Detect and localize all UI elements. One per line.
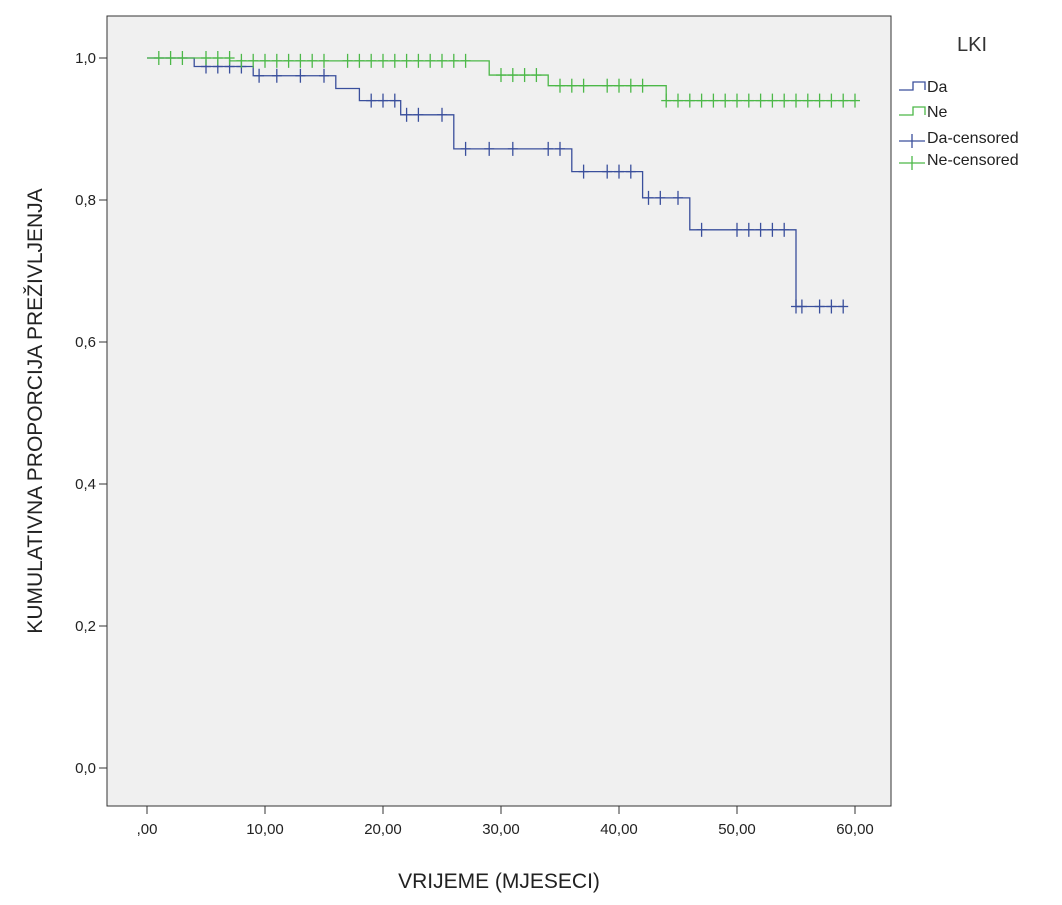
x-tick-label: 20,00 (364, 821, 402, 838)
legend-item-ne-censored: Ne-censored (899, 152, 1019, 170)
y-tick-label: 1,0 (75, 50, 96, 67)
x-tick-label: 60,00 (836, 821, 874, 838)
legend: LKI Da Ne Da-censored Ne-censored (899, 34, 1019, 170)
legend-item-da-censored: Da-censored (899, 130, 1019, 148)
x-tick-label: 10,00 (246, 821, 284, 838)
legend-title: LKI (957, 34, 987, 56)
legend-item-ne: Ne (899, 104, 948, 121)
legend-label-da: Da (927, 79, 948, 96)
censor-marks-layer (153, 51, 860, 314)
y-tick-label: 0,8 (75, 192, 96, 209)
legend-item-da: Da (899, 79, 948, 96)
x-tick-label: 40,00 (600, 821, 638, 838)
legend-swatch-ne (899, 106, 926, 116)
y-tick-label: 0,2 (75, 618, 96, 635)
series-line-da (147, 57, 844, 308)
x-axis: ,00 10,00 20,00 30,00 40,00 50,00 60,00 (137, 806, 874, 838)
x-axis-title: VRIJEME (MJESECI) (398, 870, 600, 893)
legend-label-ne: Ne (927, 104, 948, 121)
legend-swatch-da (899, 81, 926, 91)
x-tick-label: 50,00 (718, 821, 756, 838)
y-tick-label: 0,0 (75, 760, 96, 777)
y-tick-label: 0,4 (75, 476, 96, 493)
plot-area (106, 15, 892, 807)
y-axis: 0,0 0,2 0,4 0,6 0,8 1,0 (75, 50, 107, 777)
legend-label-ne-censored: Ne-censored (927, 152, 1019, 169)
x-tick-label: ,00 (137, 821, 158, 838)
legend-label-da-censored: Da-censored (927, 130, 1019, 147)
y-tick-label: 0,6 (75, 334, 96, 351)
x-tick-label: 30,00 (482, 821, 520, 838)
y-axis-title: KUMULATIVNA PROPORCIJA PREŽIVLJENJA (24, 188, 47, 633)
